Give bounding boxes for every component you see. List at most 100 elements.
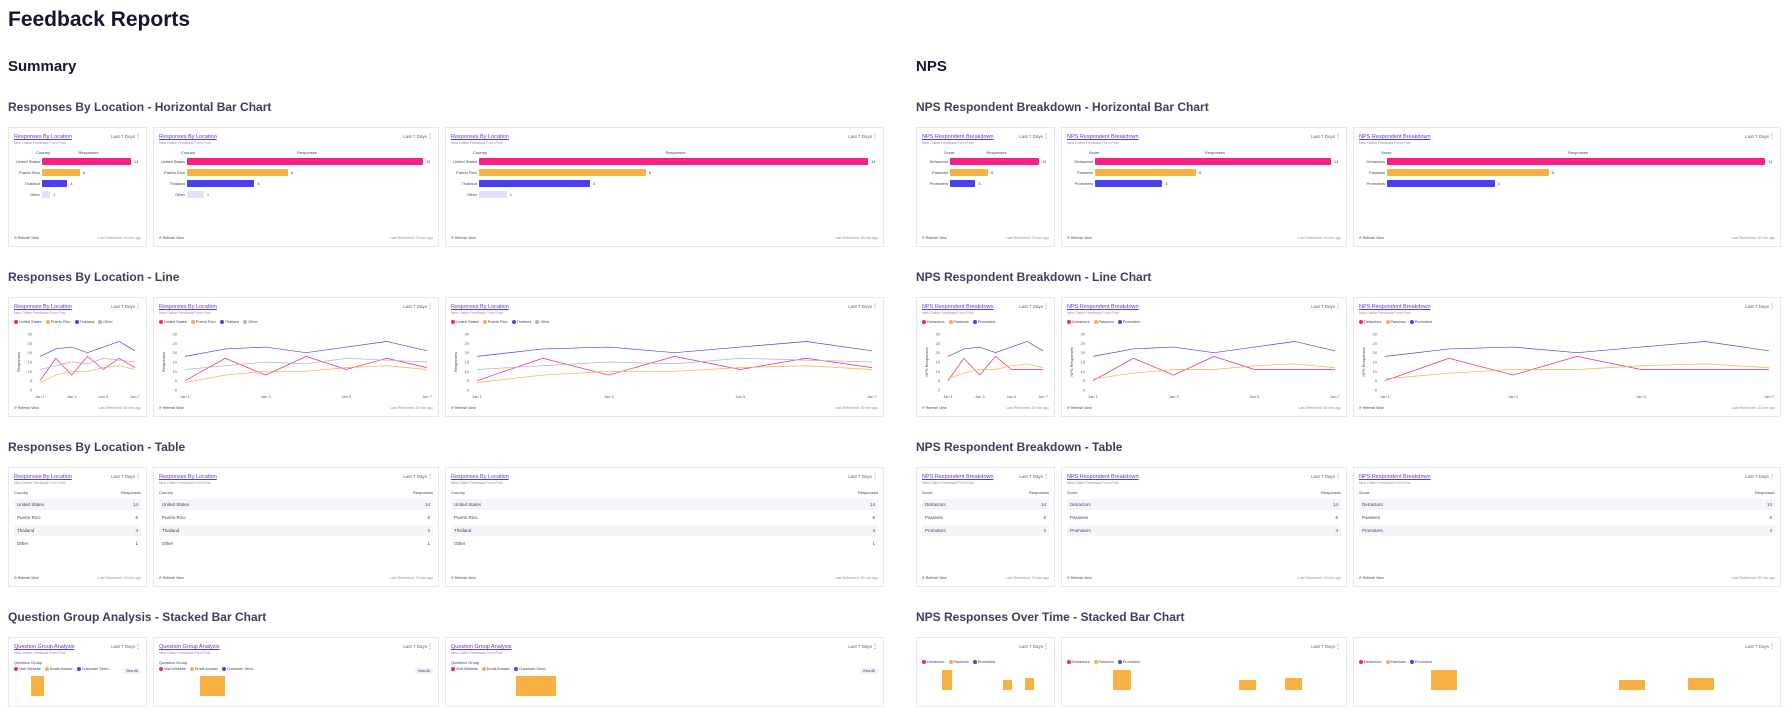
table-row[interactable]: Other 1 bbox=[159, 538, 433, 549]
date-range-dropdown[interactable]: Last 7 Days bbox=[1311, 134, 1335, 139]
date-range-dropdown[interactable]: Last 7 Days bbox=[403, 474, 427, 479]
table-row[interactable]: Thailand 4 bbox=[451, 525, 878, 536]
table-row[interactable]: Detractors 14 bbox=[1067, 499, 1341, 510]
date-range-dropdown[interactable]: Last 7 Days bbox=[1311, 304, 1335, 309]
card-title-link[interactable]: Responses By Location bbox=[159, 304, 217, 310]
legend-item[interactable]: Passives bbox=[953, 660, 969, 664]
series-line[interactable] bbox=[947, 363, 1044, 380]
view-all-button[interactable]: View All bbox=[859, 668, 878, 674]
legend-item[interactable]: Visit Website bbox=[456, 667, 478, 671]
stacked-bar[interactable] bbox=[1285, 678, 1303, 690]
legend-item[interactable]: Thailand bbox=[224, 320, 240, 324]
card-title-link[interactable]: Question Group Analysis bbox=[14, 644, 75, 650]
table-row[interactable]: Promoters 4 bbox=[1067, 525, 1341, 536]
series-line[interactable] bbox=[184, 356, 428, 381]
legend-item[interactable]: Email Answer bbox=[486, 667, 510, 671]
refresh-view-button[interactable]: ⟳ Refresh View bbox=[1359, 406, 1384, 410]
bar[interactable] bbox=[187, 158, 423, 165]
card-title-link[interactable]: NPS Respondent Breakdown bbox=[1067, 134, 1139, 140]
card-title-link[interactable]: NPS Respondent Breakdown bbox=[1359, 134, 1431, 140]
legend-item[interactable]: Passives bbox=[953, 320, 969, 324]
series-line[interactable] bbox=[39, 365, 136, 383]
legend-item[interactable]: Customer Servi... bbox=[81, 667, 112, 671]
date-range-dropdown[interactable]: Last 7 Days bbox=[1019, 644, 1043, 649]
table-row[interactable]: Passives 6 bbox=[1359, 512, 1775, 523]
series-line[interactable] bbox=[476, 357, 873, 370]
legend-item[interactable]: Detractors bbox=[1364, 320, 1382, 324]
bar[interactable] bbox=[479, 180, 591, 187]
table-row[interactable]: Thailand 4 bbox=[159, 525, 433, 536]
bar[interactable] bbox=[479, 169, 646, 176]
table-row[interactable]: Promoters 4 bbox=[922, 525, 1049, 536]
legend-item[interactable]: Passives bbox=[1390, 320, 1406, 324]
series-line[interactable] bbox=[39, 357, 136, 370]
kebab-menu-icon[interactable]: ⋮ bbox=[135, 304, 141, 310]
card-title-link[interactable]: NPS Respondent Breakdown bbox=[1359, 304, 1431, 310]
legend-item[interactable]: Detractors bbox=[1072, 320, 1090, 324]
refresh-view-button[interactable]: ⟳ Refresh View bbox=[14, 576, 39, 580]
legend-item[interactable]: Customer Servi... bbox=[226, 667, 257, 671]
stacked-bar[interactable] bbox=[1003, 680, 1012, 690]
date-range-dropdown[interactable]: Last 7 Days bbox=[848, 474, 872, 479]
stacked-bar[interactable] bbox=[1619, 680, 1646, 690]
stacked-bar[interactable] bbox=[1687, 678, 1714, 690]
legend-item[interactable]: Email Answer bbox=[194, 667, 218, 671]
date-range-dropdown[interactable]: Last 7 Days bbox=[1745, 474, 1769, 479]
kebab-menu-icon[interactable]: ⋮ bbox=[872, 474, 878, 480]
legend-item[interactable]: Passives bbox=[1098, 660, 1114, 664]
bar[interactable] bbox=[42, 158, 131, 165]
legend-item[interactable]: Detractors bbox=[1072, 660, 1090, 664]
series-line[interactable] bbox=[476, 341, 873, 357]
date-range-dropdown[interactable]: Last 7 Days bbox=[1311, 474, 1335, 479]
bar[interactable] bbox=[42, 180, 68, 187]
date-range-dropdown[interactable]: Last 7 Days bbox=[111, 644, 135, 649]
stacked-bar[interactable] bbox=[942, 670, 953, 690]
series-line[interactable] bbox=[1384, 341, 1770, 357]
refresh-view-button[interactable]: ⟳ Refresh View bbox=[14, 406, 39, 410]
kebab-menu-icon[interactable]: ⋮ bbox=[872, 134, 878, 140]
card-title-link[interactable]: Question Group Analysis bbox=[451, 644, 512, 650]
stacked-bar[interactable] bbox=[1431, 670, 1457, 690]
kebab-menu-icon[interactable]: ⋮ bbox=[1769, 644, 1775, 650]
table-row[interactable]: United States 14 bbox=[159, 499, 433, 510]
refresh-view-button[interactable]: ⟳ Refresh View bbox=[1067, 576, 1092, 580]
kebab-menu-icon[interactable]: ⋮ bbox=[427, 304, 433, 310]
card-title-link[interactable]: Responses By Location bbox=[451, 304, 509, 310]
series-line[interactable] bbox=[184, 357, 428, 370]
kebab-menu-icon[interactable]: ⋮ bbox=[1335, 644, 1341, 650]
legend-item[interactable]: Detractors bbox=[1364, 660, 1382, 664]
kebab-menu-icon[interactable]: ⋮ bbox=[1335, 304, 1341, 310]
date-range-dropdown[interactable]: Last 7 Days bbox=[1019, 134, 1043, 139]
refresh-view-button[interactable]: ⟳ Refresh View bbox=[159, 576, 184, 580]
series-line[interactable] bbox=[476, 356, 873, 381]
legend-item[interactable]: Promoters bbox=[1122, 320, 1141, 324]
kebab-menu-icon[interactable]: ⋮ bbox=[1335, 134, 1341, 140]
series-line[interactable] bbox=[1092, 363, 1336, 380]
refresh-view-button[interactable]: ⟳ Refresh View bbox=[451, 236, 476, 240]
refresh-view-button[interactable]: ⟳ Refresh View bbox=[1359, 576, 1384, 580]
card-title-link[interactable]: Responses By Location bbox=[14, 474, 72, 480]
kebab-menu-icon[interactable]: ⋮ bbox=[135, 134, 141, 140]
refresh-view-button[interactable]: ⟳ Refresh View bbox=[451, 406, 476, 410]
refresh-view-button[interactable]: ⟳ Refresh View bbox=[159, 406, 184, 410]
table-row[interactable]: Other 1 bbox=[14, 538, 141, 549]
series-line[interactable] bbox=[39, 341, 136, 357]
refresh-view-button[interactable]: ⟳ Refresh View bbox=[1067, 236, 1092, 240]
legend-item[interactable]: Promoters bbox=[1414, 660, 1433, 664]
legend-item[interactable]: Other bbox=[103, 320, 113, 324]
legend-item[interactable]: United States bbox=[164, 320, 187, 324]
bar[interactable] bbox=[950, 180, 976, 187]
series-line[interactable] bbox=[184, 341, 428, 357]
legend-item[interactable]: Puerto Rico bbox=[195, 320, 216, 324]
date-range-dropdown[interactable]: Last 7 Days bbox=[403, 304, 427, 309]
table-row[interactable]: Puerto Rico 6 bbox=[159, 512, 433, 523]
bar[interactable] bbox=[187, 180, 255, 187]
refresh-view-button[interactable]: ⟳ Refresh View bbox=[1359, 236, 1384, 240]
card-title-link[interactable]: NPS Respondent Breakdown bbox=[1067, 474, 1139, 480]
table-row[interactable]: Puerto Rico 6 bbox=[14, 512, 141, 523]
table-row[interactable]: Thailand 4 bbox=[14, 525, 141, 536]
refresh-view-button[interactable]: ⟳ Refresh View bbox=[922, 406, 947, 410]
refresh-view-button[interactable]: ⟳ Refresh View bbox=[451, 576, 476, 580]
refresh-view-button[interactable]: ⟳ Refresh View bbox=[1067, 406, 1092, 410]
series-line[interactable] bbox=[1092, 341, 1336, 357]
